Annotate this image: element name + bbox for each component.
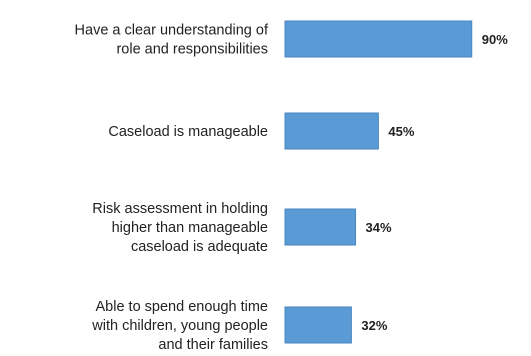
category-label-3-line-1: with children, young people bbox=[91, 318, 268, 334]
bar-0 bbox=[284, 20, 473, 58]
bar-1 bbox=[284, 112, 379, 150]
value-label-2: 34% bbox=[366, 220, 392, 235]
bar-2 bbox=[284, 208, 357, 246]
value-label-0: 90% bbox=[482, 32, 508, 47]
category-label-2: Risk assessment in holding higher than ma… bbox=[92, 201, 268, 255]
value-label-3: 32% bbox=[361, 318, 387, 333]
category-label-2-line-1: higher than manageable bbox=[112, 220, 268, 236]
category-label-2-line-0: Risk assessment in holding bbox=[92, 201, 268, 217]
category-label-0: Have a clear understanding of role and re… bbox=[75, 23, 269, 58]
category-label-3: Able to spend enough time with children, … bbox=[91, 299, 268, 353]
category-label-0-line-1: role and responsibilities bbox=[116, 42, 268, 58]
category-label-0-line-0: Have a clear understanding of bbox=[75, 23, 269, 39]
category-label-2-line-2: caseload is adequate bbox=[131, 239, 268, 255]
category-label-3-line-0: Able to spend enough time bbox=[95, 299, 268, 315]
bar-3 bbox=[284, 306, 352, 344]
category-label-1-line-0: Caseload is manageable bbox=[108, 124, 268, 140]
category-label-1: Caseload is manageable bbox=[108, 124, 268, 140]
value-label-1: 45% bbox=[388, 124, 414, 139]
category-label-3-line-2: and their families bbox=[158, 337, 268, 353]
